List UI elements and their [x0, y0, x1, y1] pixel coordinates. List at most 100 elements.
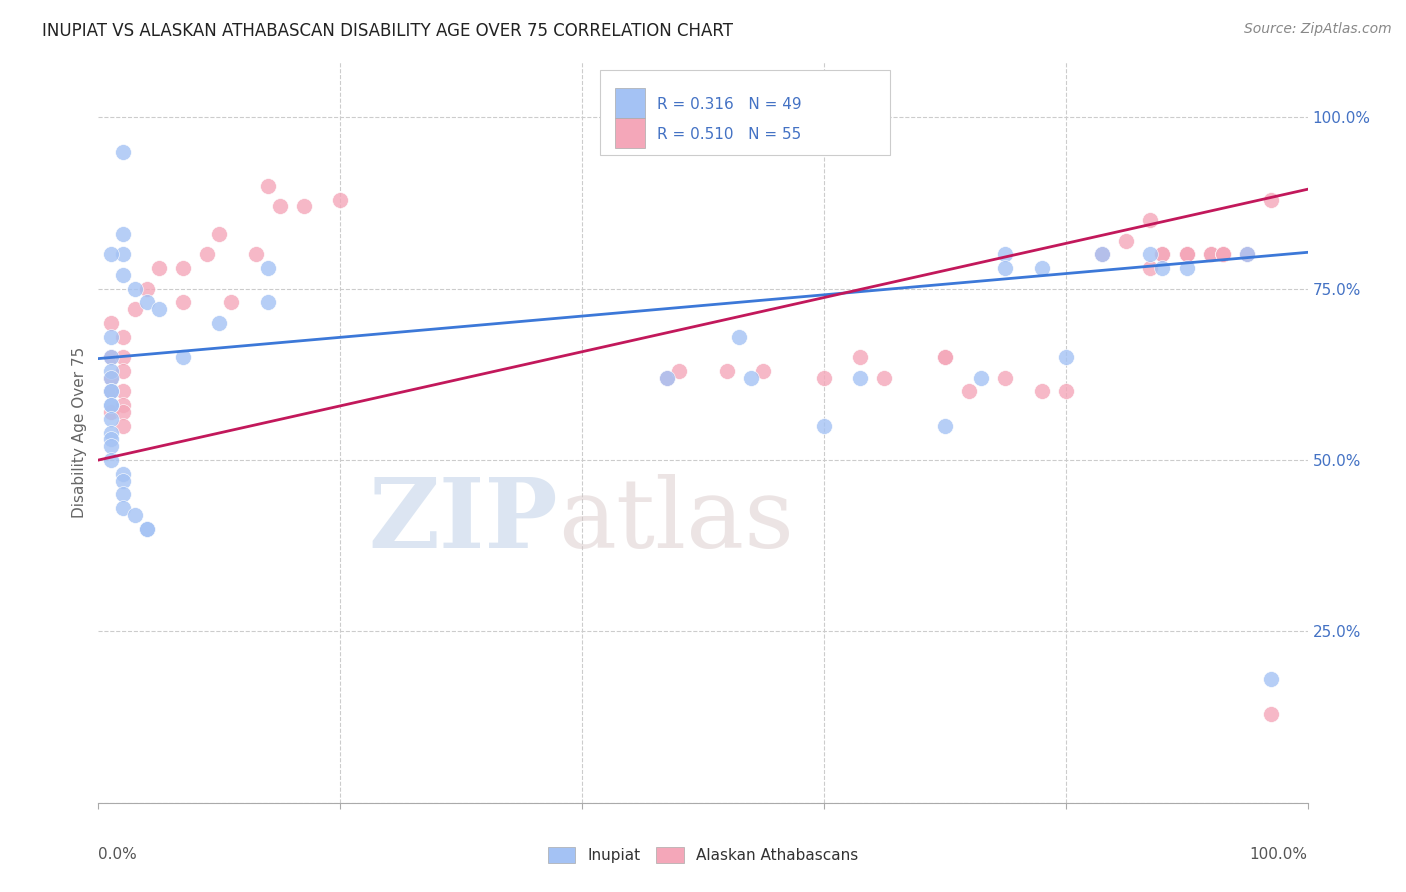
Point: [111, 350, 134, 364]
Bar: [614, 118, 645, 147]
Point: [111, 247, 134, 261]
Point: [111, 501, 134, 516]
Point: [135, 295, 157, 310]
Point: [111, 487, 134, 501]
Point: [100, 425, 122, 440]
Point: [100, 405, 122, 419]
Point: [111, 384, 134, 399]
Point: [172, 350, 194, 364]
Point: [1212, 247, 1234, 261]
Point: [1212, 247, 1234, 261]
Point: [1031, 384, 1053, 399]
Point: [1152, 247, 1174, 261]
Point: [111, 405, 134, 419]
Point: [994, 371, 1017, 385]
Point: [100, 350, 122, 364]
Point: [195, 247, 218, 261]
Point: [111, 329, 134, 343]
Text: R = 0.510   N = 55: R = 0.510 N = 55: [657, 127, 801, 142]
Point: [813, 418, 835, 433]
Point: [1199, 247, 1222, 261]
Point: [1260, 673, 1282, 687]
Point: [100, 384, 122, 399]
Point: [728, 329, 751, 343]
Text: R = 0.316   N = 49: R = 0.316 N = 49: [657, 97, 801, 112]
Point: [1199, 247, 1222, 261]
Point: [245, 247, 267, 261]
Point: [1152, 261, 1174, 276]
Point: [124, 302, 146, 317]
Point: [1236, 247, 1258, 261]
Point: [934, 418, 956, 433]
Point: [655, 371, 678, 385]
Point: [1175, 247, 1198, 261]
Point: [256, 261, 278, 276]
Text: INUPIAT VS ALASKAN ATHABASCAN DISABILITY AGE OVER 75 CORRELATION CHART: INUPIAT VS ALASKAN ATHABASCAN DISABILITY…: [42, 22, 733, 40]
Text: Source: ZipAtlas.com: Source: ZipAtlas.com: [1244, 22, 1392, 37]
Point: [1175, 261, 1198, 276]
FancyBboxPatch shape: [600, 70, 890, 155]
Point: [292, 199, 315, 213]
Point: [208, 316, 231, 330]
Point: [100, 364, 122, 378]
Point: [111, 364, 134, 378]
Point: [849, 371, 872, 385]
Point: [1091, 247, 1114, 261]
Point: [1260, 193, 1282, 207]
Point: [1175, 247, 1198, 261]
Point: [221, 295, 243, 310]
Point: [329, 193, 352, 207]
Point: [668, 364, 690, 378]
Point: [100, 433, 122, 447]
Point: [970, 371, 993, 385]
Point: [934, 350, 956, 364]
Point: [135, 522, 157, 536]
Bar: [614, 88, 645, 118]
Point: [256, 295, 278, 310]
Point: [740, 371, 762, 385]
Point: [873, 371, 896, 385]
Point: [934, 350, 956, 364]
Text: 100.0%: 100.0%: [1250, 847, 1308, 863]
Point: [1139, 247, 1161, 261]
Point: [208, 227, 231, 241]
Point: [100, 371, 122, 385]
Point: [813, 371, 835, 385]
Point: [1212, 247, 1234, 261]
Point: [994, 247, 1017, 261]
Text: ZIP: ZIP: [368, 475, 558, 568]
Point: [1139, 213, 1161, 227]
Point: [1054, 350, 1077, 364]
Point: [100, 384, 122, 399]
Text: 0.0%: 0.0%: [98, 847, 138, 863]
Point: [111, 474, 134, 488]
Point: [111, 398, 134, 412]
Point: [100, 316, 122, 330]
Point: [100, 398, 122, 412]
Point: [1054, 384, 1077, 399]
Point: [994, 261, 1017, 276]
Y-axis label: Disability Age Over 75: Disability Age Over 75: [72, 347, 87, 518]
Point: [111, 145, 134, 159]
Point: [135, 282, 157, 296]
Point: [100, 453, 122, 467]
Point: [111, 418, 134, 433]
Point: [111, 467, 134, 481]
Point: [957, 384, 980, 399]
Point: [172, 295, 194, 310]
Point: [100, 412, 122, 426]
Point: [111, 227, 134, 241]
Point: [100, 350, 122, 364]
Point: [124, 282, 146, 296]
Point: [752, 364, 775, 378]
Point: [256, 178, 278, 193]
Point: [1091, 247, 1114, 261]
Point: [100, 384, 122, 399]
Point: [148, 261, 170, 276]
Point: [124, 508, 146, 522]
Text: atlas: atlas: [558, 475, 794, 568]
Point: [172, 261, 194, 276]
Point: [655, 371, 678, 385]
Legend: Inupiat, Alaskan Athabascans: Inupiat, Alaskan Athabascans: [541, 841, 865, 869]
Point: [100, 329, 122, 343]
